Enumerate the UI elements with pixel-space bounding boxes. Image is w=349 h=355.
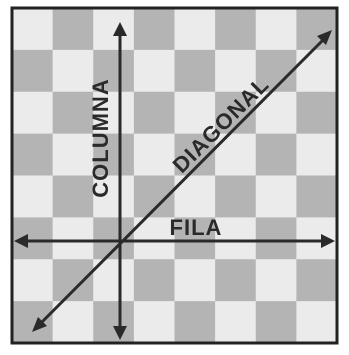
dark-square	[12, 217, 54, 260]
dark-square	[52, 175, 94, 218]
light-square	[174, 259, 216, 302]
light-square	[215, 301, 257, 344]
dark-square	[93, 49, 135, 93]
light-square	[255, 8, 297, 51]
light-square	[255, 175, 297, 218]
light-square	[296, 217, 338, 260]
dark-square	[52, 91, 94, 135]
diagonal-line	[36, 35, 328, 328]
dark-square	[12, 133, 54, 177]
direction-lines	[14, 22, 335, 340]
light-square	[133, 301, 176, 344]
dark-square	[215, 259, 257, 302]
row-arrowhead-right	[321, 234, 335, 248]
light-square	[296, 49, 338, 93]
light-square	[215, 217, 257, 260]
light-square	[52, 133, 94, 177]
column-label: COLUMNA	[88, 78, 113, 197]
dark-square	[133, 91, 176, 135]
column-arrowhead-top	[113, 22, 127, 36]
light-square	[12, 91, 54, 135]
dark-square	[296, 91, 338, 135]
light-square	[52, 301, 94, 344]
column-arrowhead-bottom	[113, 326, 127, 340]
dark-square	[133, 8, 176, 51]
light-square	[52, 217, 94, 260]
dark-square	[93, 301, 135, 344]
light-square	[93, 259, 135, 302]
dark-square	[255, 133, 297, 177]
light-square	[133, 133, 176, 177]
light-square	[12, 8, 54, 51]
light-square	[296, 133, 338, 177]
dark-square	[174, 301, 216, 344]
dark-square	[174, 217, 216, 260]
light-square	[93, 8, 135, 51]
light-square	[52, 49, 94, 93]
light-square	[174, 91, 216, 135]
dark-square	[255, 217, 297, 260]
dark-square	[93, 133, 135, 177]
light-square	[12, 259, 54, 302]
dark-square	[215, 8, 257, 51]
dark-square	[255, 301, 297, 344]
dark-square	[296, 8, 338, 51]
diagonal-arrowhead-top	[317, 30, 332, 45]
dark-square	[174, 49, 216, 93]
dark-square	[296, 259, 338, 302]
dark-square	[93, 217, 135, 260]
dark-square	[52, 259, 94, 302]
chessboard-squares	[12, 8, 338, 344]
light-square	[255, 259, 297, 302]
dark-square	[12, 301, 54, 344]
light-square	[215, 49, 257, 93]
dark-square	[215, 175, 257, 218]
light-square	[93, 175, 135, 218]
dark-square	[52, 8, 94, 51]
diagonal-arrowhead-bottom	[32, 317, 47, 332]
light-square	[174, 8, 216, 51]
row-arrowhead-left	[14, 234, 28, 248]
dark-square	[133, 259, 176, 302]
board-border	[10, 6, 339, 345]
dark-square	[12, 49, 54, 93]
light-square	[93, 91, 135, 135]
light-square	[296, 301, 338, 344]
light-square	[12, 175, 54, 218]
light-square	[133, 49, 176, 93]
row-label: FILA	[170, 215, 223, 240]
dark-square	[296, 175, 338, 218]
